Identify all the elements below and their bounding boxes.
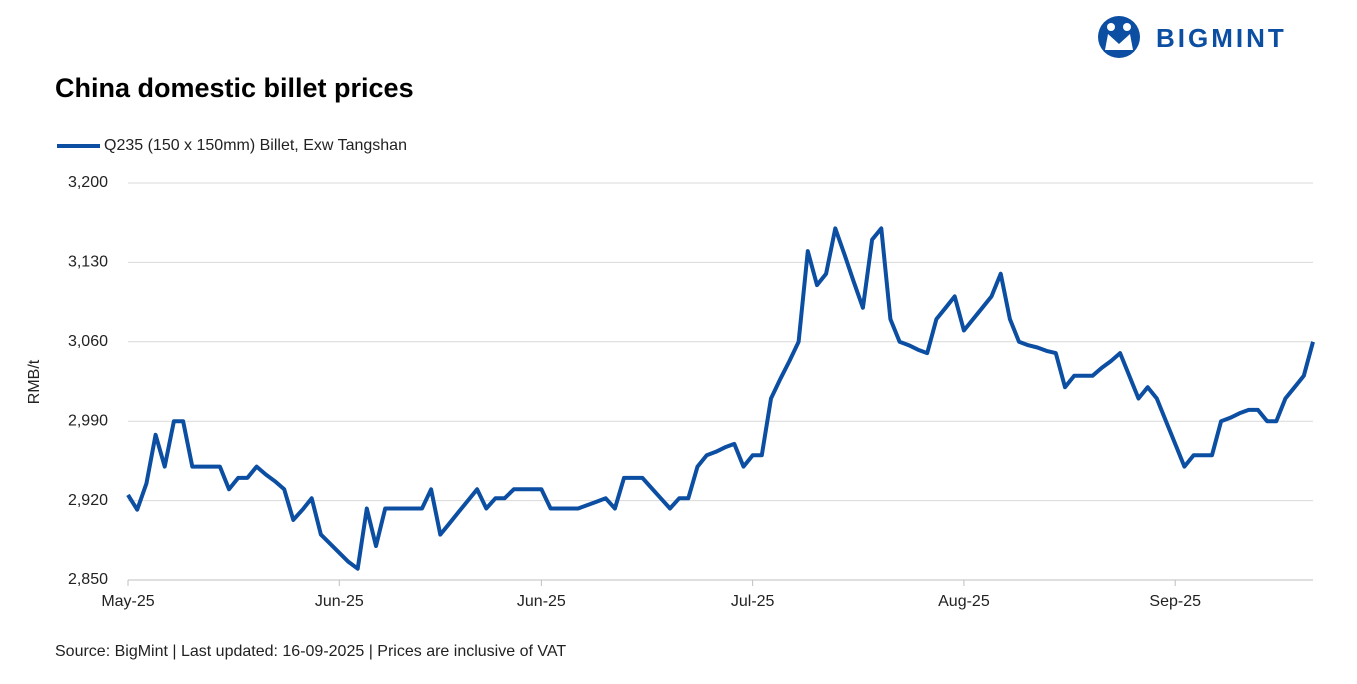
legend-label: Q235 (150 x 150mm) Billet, Exw Tangshan (104, 137, 407, 154)
x-tick-label: Jun-25 (517, 593, 566, 610)
y-tick-label: 3,130 (68, 254, 108, 271)
y-tick-label: 3,060 (68, 333, 108, 350)
source-note: Source: BigMint | Last updated: 16-09-20… (55, 643, 566, 660)
x-tick-label: Sep-25 (1149, 593, 1201, 610)
chart-title: China domestic billet prices (55, 73, 414, 103)
y-tick-label: 2,850 (68, 571, 108, 588)
line-series (126, 226, 1315, 571)
y-tick-label: 3,200 (68, 174, 108, 191)
x-tick-label: Jul-25 (731, 593, 775, 610)
y-tick-label: 2,920 (68, 492, 108, 509)
y-tick-label: 2,990 (68, 412, 108, 429)
y-axis-label: RMB/t (26, 359, 43, 404)
logo-text: BIGMINT (1156, 23, 1287, 53)
x-tick-label: Aug-25 (938, 593, 990, 610)
logo-icon (1098, 16, 1140, 58)
x-tick-label: Jun-25 (315, 593, 364, 610)
x-tick-label: May-25 (101, 593, 154, 610)
